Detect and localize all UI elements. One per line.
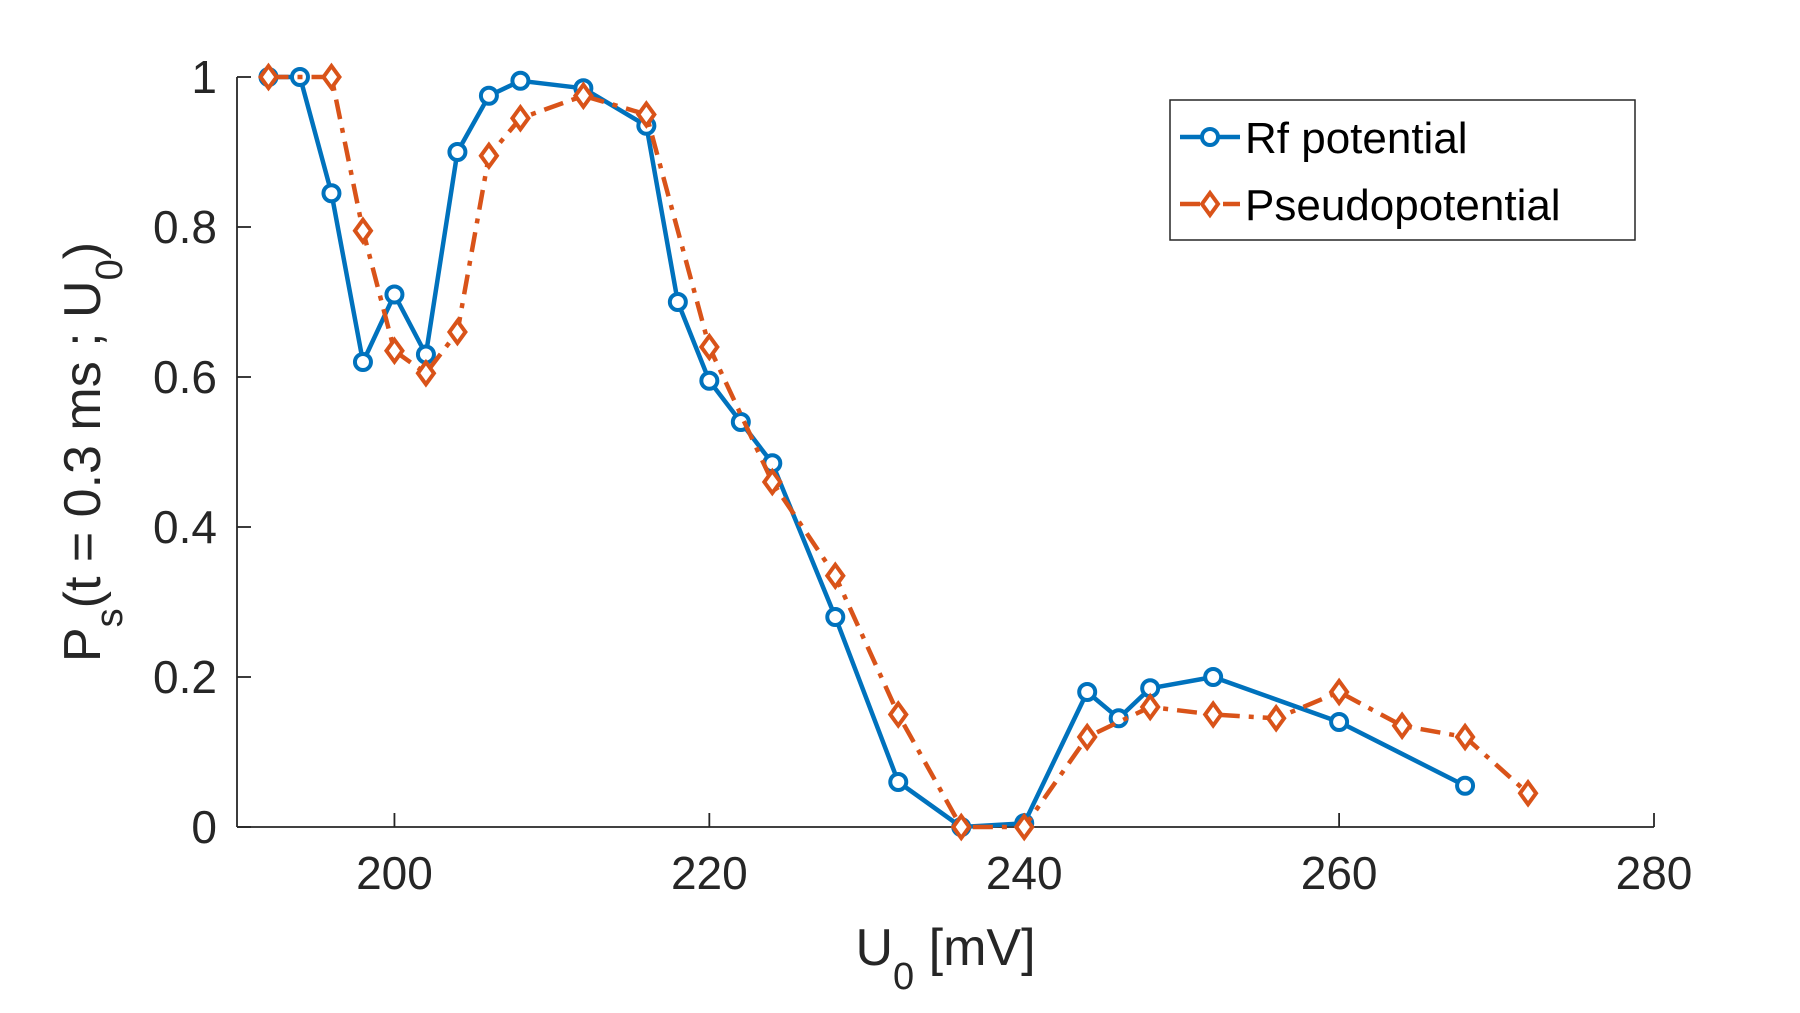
y-tick-label: 0.4 xyxy=(153,501,217,553)
data-point-rf-potential xyxy=(699,370,720,391)
data-point-pseudopotential xyxy=(415,358,437,388)
x-tick-label: 220 xyxy=(671,847,748,899)
legend-label-rf-potential: Rf potential xyxy=(1245,114,1468,163)
legend-marker-rf-potential xyxy=(1200,127,1220,147)
data-point-rf-potential xyxy=(1077,682,1098,702)
x-tick-label: 280 xyxy=(1616,847,1693,899)
data-point-pseudopotential xyxy=(950,812,972,842)
data-point-pseudopotential xyxy=(1013,812,1035,842)
data-point-pseudopotential xyxy=(1391,711,1413,741)
x-tick-label: 240 xyxy=(986,847,1063,899)
y-tick-label: 0.2 xyxy=(153,651,217,703)
data-point-rf-potential xyxy=(321,183,342,204)
series-rf-potential xyxy=(258,67,1476,837)
legend-box xyxy=(1169,99,1636,241)
data-point-pseudopotential xyxy=(1517,778,1539,808)
data-point-rf-potential xyxy=(825,607,846,627)
data-point-rf-potential xyxy=(510,70,531,91)
data-point-pseudopotential xyxy=(887,700,909,729)
x-axis-title: U0 [mV] xyxy=(855,919,1035,998)
data-point-pseudopotential xyxy=(446,317,468,347)
y-tick-label: 1 xyxy=(191,51,217,103)
data-point-pseudopotential xyxy=(761,467,783,497)
data-point-rf-potential xyxy=(384,284,405,305)
data-point-pseudopotential xyxy=(635,100,657,129)
axis-titles: U0 [mV] Ps(t = 0.3 ms ; U0) xyxy=(54,242,1036,998)
data-point-rf-potential xyxy=(447,142,468,162)
data-point-pseudopotential xyxy=(824,561,846,591)
series-pseudopotential xyxy=(258,62,1539,842)
data-point-pseudopotential xyxy=(258,62,279,92)
data-point-pseudopotential xyxy=(478,141,500,171)
y-tick-label: 0.6 xyxy=(153,351,217,403)
x-tick-label: 260 xyxy=(1301,847,1378,899)
data-point-rf-potential xyxy=(1203,667,1224,687)
axes-layer: 200 220 240 260 280 0 0.2 0.4 0.6 0.8 1 xyxy=(153,51,1692,899)
y-tick-label: 0.8 xyxy=(153,201,217,253)
y-axis-title: Ps(t = 0.3 ms ; U0) xyxy=(54,242,131,662)
data-point-pseudopotential xyxy=(1454,722,1476,752)
data-point-pseudopotential xyxy=(1265,703,1287,733)
legend-label-pseudopotential: Pseudopotential xyxy=(1245,181,1561,230)
data-point-pseudopotential xyxy=(509,103,531,133)
data-point-rf-potential xyxy=(1455,775,1476,796)
data-point-pseudopotential xyxy=(1076,722,1098,752)
y-tick-label: 0 xyxy=(191,801,217,853)
data-point-pseudopotential xyxy=(352,216,374,246)
data-point-rf-potential xyxy=(888,772,909,792)
data-point-rf-potential xyxy=(667,292,688,312)
legend: Rf potential Pseudopotential xyxy=(1169,99,1636,241)
data-point-rf-potential xyxy=(478,85,499,106)
data-point-pseudopotential xyxy=(320,62,342,92)
data-point-rf-potential xyxy=(1329,712,1350,732)
x-tick-label: 200 xyxy=(356,847,433,899)
data-point-pseudopotential xyxy=(383,336,405,366)
data-point-rf-potential xyxy=(352,352,373,372)
data-point-pseudopotential xyxy=(1328,677,1350,707)
series-layer xyxy=(258,62,1539,842)
data-point-pseudopotential xyxy=(572,81,594,111)
legend-marker-pseudopotential xyxy=(1199,189,1221,219)
data-point-pseudopotential xyxy=(1139,692,1161,722)
data-point-pseudopotential xyxy=(1202,700,1224,729)
data-point-pseudopotential xyxy=(698,332,720,362)
